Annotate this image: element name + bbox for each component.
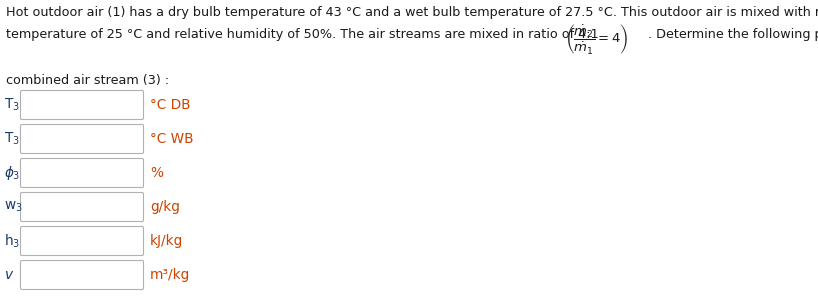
FancyBboxPatch shape — [20, 159, 143, 187]
Text: Hot outdoor air (1) has a dry bulb temperature of 43 °C and a wet bulb temperatu: Hot outdoor air (1) has a dry bulb tempe… — [6, 6, 818, 19]
FancyBboxPatch shape — [20, 227, 143, 255]
Text: $\phi_3$: $\phi_3$ — [4, 164, 20, 182]
Text: %: % — [150, 166, 163, 180]
Text: T$_3$: T$_3$ — [4, 97, 20, 113]
Text: $\left(\dfrac{\dot{m}_2}{\dot{m}_1} = 4\right)$: $\left(\dfrac{\dot{m}_2}{\dot{m}_1} = 4\… — [565, 22, 628, 56]
FancyBboxPatch shape — [20, 91, 143, 119]
Text: kJ/kg: kJ/kg — [150, 234, 183, 248]
Text: m³/kg: m³/kg — [150, 268, 191, 282]
FancyBboxPatch shape — [20, 124, 143, 154]
Text: °C DB: °C DB — [150, 98, 191, 112]
Text: $v$: $v$ — [4, 268, 14, 282]
Text: °C WB: °C WB — [150, 132, 194, 146]
Text: w$_3$: w$_3$ — [4, 200, 23, 214]
Text: g/kg: g/kg — [150, 200, 180, 214]
FancyBboxPatch shape — [20, 260, 143, 290]
Text: h$_3$: h$_3$ — [4, 232, 20, 250]
FancyBboxPatch shape — [20, 192, 143, 222]
Text: combined air stream (3) :: combined air stream (3) : — [6, 74, 169, 87]
Text: temperature of 25 °C and relative humidity of 50%. The air streams are mixed in : temperature of 25 °C and relative humidi… — [6, 28, 599, 41]
Text: T$_3$: T$_3$ — [4, 131, 20, 147]
Text: . Determine the following properties of the: . Determine the following properties of … — [648, 28, 818, 41]
